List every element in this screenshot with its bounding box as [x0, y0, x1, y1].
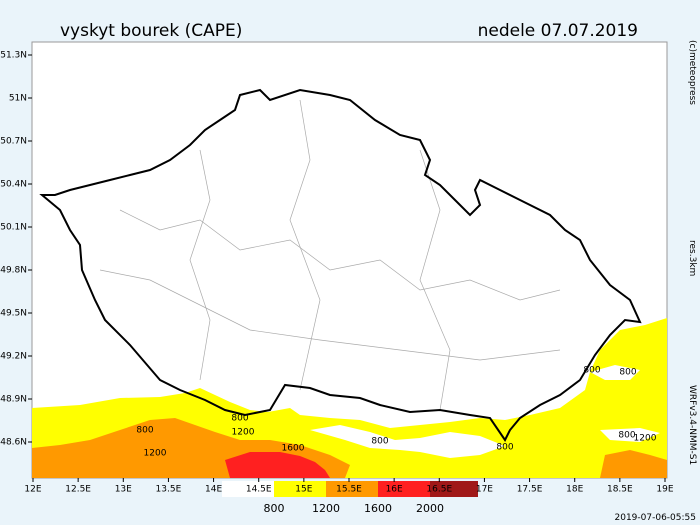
legend-swatch — [378, 481, 430, 497]
contour-label: 1200 — [232, 428, 255, 438]
contour-label: 800 — [618, 431, 635, 441]
lon-tick-label: 15E — [295, 485, 312, 495]
contour-label: 800 — [371, 437, 388, 447]
field-white-gaps — [310, 365, 660, 458]
lat-tick-label: 50.1N — [0, 223, 27, 233]
copyright: (c)meteopress — [687, 40, 697, 105]
lat-tick-label: 48.6N — [0, 438, 27, 448]
legend-swatch — [274, 481, 326, 497]
district-lines — [99, 99, 561, 411]
lat-tick-label: 50.4N — [0, 180, 27, 190]
legend-label: 800 — [264, 502, 285, 515]
legend-swatch — [326, 481, 378, 497]
lon-tick-label: 12E — [24, 485, 41, 495]
lon-tick-label: 16E — [386, 485, 403, 495]
legend — [222, 481, 478, 497]
timestamp: 2019-07-06-05:55 — [615, 513, 697, 523]
lat-tick-label: 48.9N — [0, 395, 27, 405]
lon-tick-label: 14.5E — [246, 485, 272, 495]
model: WRFv3.4-NMM-S1 — [687, 385, 697, 465]
lat-tick-label: 50.7N — [0, 137, 27, 147]
lon-tick-label: 17.5E — [517, 485, 543, 495]
lat-tick-label: 49.5N — [0, 309, 27, 319]
resolution: res.3km — [687, 240, 697, 276]
lat-tick-label: 49.8N — [0, 266, 27, 276]
lon-tick-label: 13.5E — [156, 485, 182, 495]
cape-fields — [32, 318, 667, 478]
lon-tick-label: 18.5E — [607, 485, 633, 495]
lon-tick-label: 16.5E — [426, 485, 452, 495]
field-1200 — [32, 418, 667, 478]
lon-tick-label: 15.5E — [336, 485, 362, 495]
contour-label: 1200 — [144, 449, 167, 459]
legend-swatch — [430, 481, 478, 497]
contour-label: 800 — [231, 414, 248, 424]
lon-tick-label: 17E — [476, 485, 493, 495]
legend-swatch — [222, 481, 274, 497]
lon-tick-label: 13E — [115, 485, 132, 495]
lat-tick-label: 51.3N — [0, 51, 27, 61]
title: vyskyt bourek (CAPE) — [60, 21, 242, 41]
country-border — [39, 88, 642, 442]
lon-tick-label: 14E — [205, 485, 222, 495]
field-1600 — [225, 452, 330, 478]
legend-label: 1600 — [364, 502, 392, 515]
lat-tick-label: 49.2N — [0, 352, 27, 362]
contour-label: 800 — [496, 443, 513, 453]
contour-label: 800 — [136, 426, 153, 436]
lon-tick-label: 19E — [656, 485, 673, 495]
lon-tick-label: 12.5E — [65, 485, 91, 495]
contour-label: 800 — [583, 366, 600, 376]
lat-tick-label: 51N — [9, 94, 27, 104]
contour-label: 1600 — [282, 444, 305, 454]
contour-label: 800 — [619, 368, 636, 378]
legend-label: 2000 — [416, 502, 444, 515]
lon-tick-label: 18E — [566, 485, 583, 495]
date: nedele 07.07.2019 — [478, 21, 638, 41]
contour-label: 1200 — [634, 434, 657, 444]
legend-label: 1200 — [312, 502, 340, 515]
